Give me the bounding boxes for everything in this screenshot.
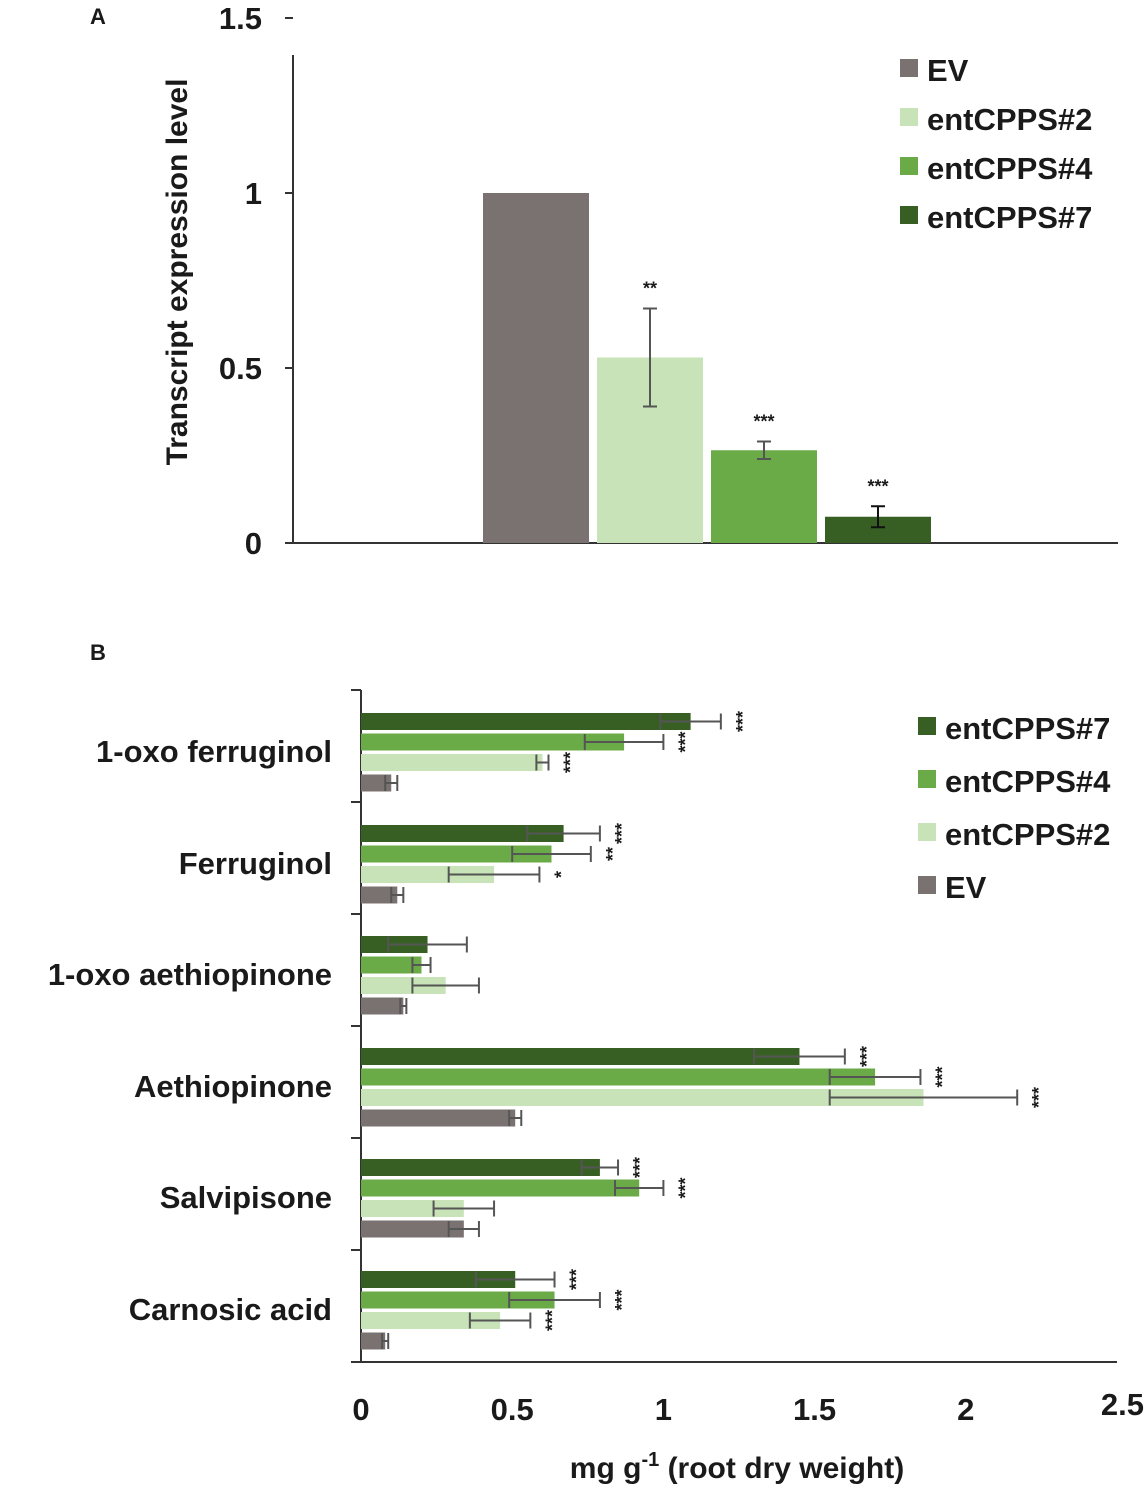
- panel-a-chart: A 00.511.5 ******** Transcript expressio…: [90, 1, 1118, 561]
- panel-a-y-tick-label: 1.5: [219, 1, 262, 36]
- significance-marker: ***: [630, 1157, 650, 1178]
- panel-b-chart: B 0 0.5 1 1.5 2 2.5 1-oxo ferruginol Ferruginol…: [48, 640, 1144, 1485]
- bar-ev: [361, 886, 398, 904]
- significance-marker: ***: [733, 711, 753, 732]
- category-label: Aethiopinone: [134, 1069, 332, 1104]
- bar-ev: [361, 997, 404, 1015]
- panel-b-x-tick-label: 2.5: [1101, 1387, 1144, 1422]
- category-label: 1-oxo ferruginol: [96, 734, 332, 769]
- x-axis-title-rest: (root dry weight): [659, 1452, 904, 1485]
- x-axis-title-superscript: -1: [641, 1449, 659, 1471]
- x-axis-title-unit: mg g: [570, 1452, 642, 1485]
- panel-b-label: B: [90, 640, 106, 665]
- bar-entcpps-2: [361, 977, 446, 994]
- bar-ev: [361, 1332, 386, 1350]
- legend-swatch: [900, 206, 918, 224]
- category-label: Ferruginol: [179, 846, 332, 881]
- significance-marker: ***: [612, 823, 632, 844]
- significance-marker: **: [603, 847, 623, 861]
- significance-marker: ***: [932, 1066, 952, 1087]
- legend-swatch: [918, 823, 936, 841]
- bar-entcpps-7: [361, 1048, 800, 1065]
- bar-entcpps-4: [361, 733, 625, 751]
- bar-entcpps-2: [361, 1200, 464, 1217]
- bar-entcpps-2: [361, 866, 495, 883]
- category-label: 1-oxo aethiopinone: [48, 957, 332, 992]
- bar-entcpps-2: [361, 1089, 924, 1106]
- significance-marker: ***: [753, 412, 774, 432]
- significance-marker: ***: [1029, 1087, 1049, 1108]
- bar-entcpps-2: [361, 1312, 501, 1329]
- bar-entcpps-4: [361, 956, 422, 974]
- legend-swatch: [918, 770, 936, 788]
- significance-marker: ***: [857, 1046, 877, 1067]
- significance-marker: *: [551, 871, 571, 878]
- panel-a-legend: EV entCPPS#2 entCPPS#4 entCPPS#7: [900, 53, 1093, 235]
- significance-marker: ***: [542, 1310, 562, 1331]
- legend-label: EV: [927, 53, 969, 88]
- panel-a-bars: ********: [483, 193, 931, 543]
- panel-a-y-tick-label: 1: [245, 176, 262, 211]
- panel-b-legend: entCPPS#7 entCPPS#4 entCPPS#2 EV: [918, 711, 1111, 905]
- bar-ev: [361, 1109, 516, 1127]
- legend-swatch: [900, 108, 918, 126]
- category-label: Carnosic acid: [129, 1292, 332, 1327]
- bar-ev: [361, 1220, 464, 1238]
- legend-label: EV: [945, 870, 987, 905]
- legend-swatch: [918, 876, 936, 894]
- legend-label: entCPPS#4: [927, 151, 1093, 186]
- panel-b-x-tick-label: 1: [655, 1392, 672, 1427]
- bar-entcpps-7: [361, 825, 564, 842]
- legend-label: entCPPS#2: [927, 102, 1092, 137]
- legend-label: entCPPS#7: [927, 200, 1092, 235]
- panel-b-axes: 0 0.5 1 1.5 2 2.5 1-oxo ferruginol Ferruginol 1-…: [48, 689, 1144, 1427]
- legend-swatch: [900, 157, 918, 175]
- significance-marker: ***: [612, 1289, 632, 1310]
- bar-entcpps-4: [361, 1291, 555, 1309]
- legend-label: entCPPS#7: [945, 711, 1110, 746]
- panel-b-x-tick-label: 1.5: [793, 1392, 836, 1427]
- category-label: Salvipisone: [160, 1180, 332, 1215]
- significance-marker: **: [643, 279, 657, 299]
- significance-marker: ***: [560, 752, 580, 773]
- legend-label: entCPPS#4: [945, 764, 1111, 799]
- panel-b-x-tick-label: 0: [352, 1392, 369, 1427]
- panel-a-y-axis-title: Transcript expression level: [161, 79, 194, 466]
- bar-ev: [483, 193, 589, 543]
- significance-marker: ***: [567, 1269, 587, 1290]
- legend-swatch: [918, 717, 936, 735]
- bar-entcpps-2: [361, 754, 543, 771]
- panel-b-x-axis-title: mg g-1 (root dry weight): [570, 1449, 904, 1485]
- panel-a-label: A: [90, 4, 106, 29]
- bar-entcpps-7: [361, 1159, 600, 1176]
- bar-entcpps-4: [711, 450, 817, 543]
- bar-entcpps-4: [361, 1179, 640, 1197]
- bar-entcpps-7: [361, 713, 691, 730]
- panel-b-x-tick-label: 2: [957, 1392, 974, 1427]
- panel-b-bars: ***************************************: [361, 711, 1049, 1350]
- legend-label: entCPPS#2: [945, 817, 1110, 852]
- panel-a-y-tick-label: 0: [245, 526, 262, 561]
- bar-ev: [361, 774, 392, 792]
- panel-a-axes: 0 0.5 1 1.5: [219, 1, 1118, 561]
- panel-b-x-tick-label: 0.5: [491, 1392, 534, 1427]
- significance-marker: ***: [867, 476, 888, 496]
- significance-marker: ***: [675, 731, 695, 752]
- bar-entcpps-4: [361, 1068, 876, 1086]
- bar-entcpps-4: [361, 845, 552, 863]
- significance-marker: ***: [675, 1177, 695, 1198]
- legend-swatch: [900, 59, 918, 77]
- panel-a-y-tick-label: 0.5: [219, 351, 262, 386]
